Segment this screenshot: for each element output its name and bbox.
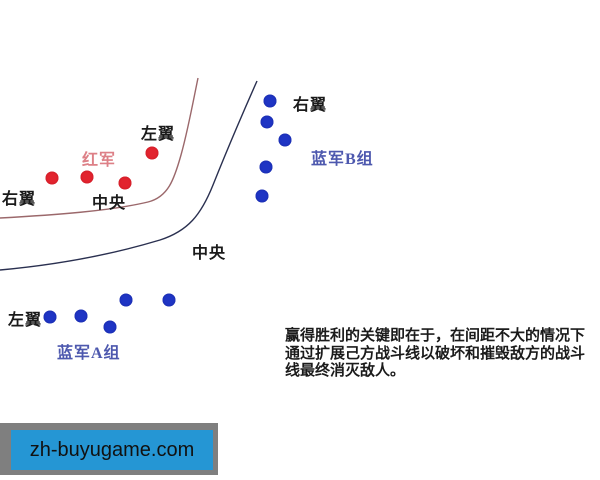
red-right-wing-label: 右翼 xyxy=(2,191,37,208)
blue-front-line xyxy=(0,80,258,271)
red-army-unit-dot xyxy=(45,171,59,185)
red-army-unit-dot xyxy=(145,146,159,160)
blue-army-b-unit-dot xyxy=(259,160,273,174)
blue-army-b-unit-dot xyxy=(260,115,274,129)
blue-army-a-unit-dot xyxy=(74,309,88,323)
red-army-name-label: 红军 xyxy=(82,152,117,169)
red-left-wing-label: 左翼 xyxy=(141,126,176,143)
blue-army-a-unit-dot xyxy=(162,293,176,307)
caption-text: 赢得胜利的关键即在于，在间距不大的情况下通过扩展己方战斗线以破坏和摧毁敌方的战斗… xyxy=(285,328,586,379)
blue-army-a-unit-dot xyxy=(43,310,57,324)
blue-a-left-wing-label: 左翼 xyxy=(8,312,43,329)
blue-army-a-unit-dot xyxy=(119,293,133,307)
watermark-text: zh-buyugame.com xyxy=(29,438,195,461)
watermark-bar: zh-buyugame.com xyxy=(0,423,218,475)
blue-army-b-unit-dot xyxy=(263,94,277,108)
red-center-label: 中央 xyxy=(92,195,127,212)
red-army-unit-dot xyxy=(118,176,132,190)
red-army-unit-dot xyxy=(80,170,94,184)
blue-army-b-unit-dot xyxy=(278,133,292,147)
blue-army-b-unit-dot xyxy=(255,189,269,203)
blue-army-a-unit-dot xyxy=(103,320,117,334)
blue-b-name-label: 蓝军B组 xyxy=(311,151,374,168)
red-front-line xyxy=(0,77,199,219)
blue-center-label: 中央 xyxy=(192,245,227,262)
blue-a-name-label: 蓝军A组 xyxy=(57,345,121,362)
watermark-box: zh-buyugame.com xyxy=(11,430,213,470)
blue-b-right-wing-label: 右翼 xyxy=(293,97,328,114)
